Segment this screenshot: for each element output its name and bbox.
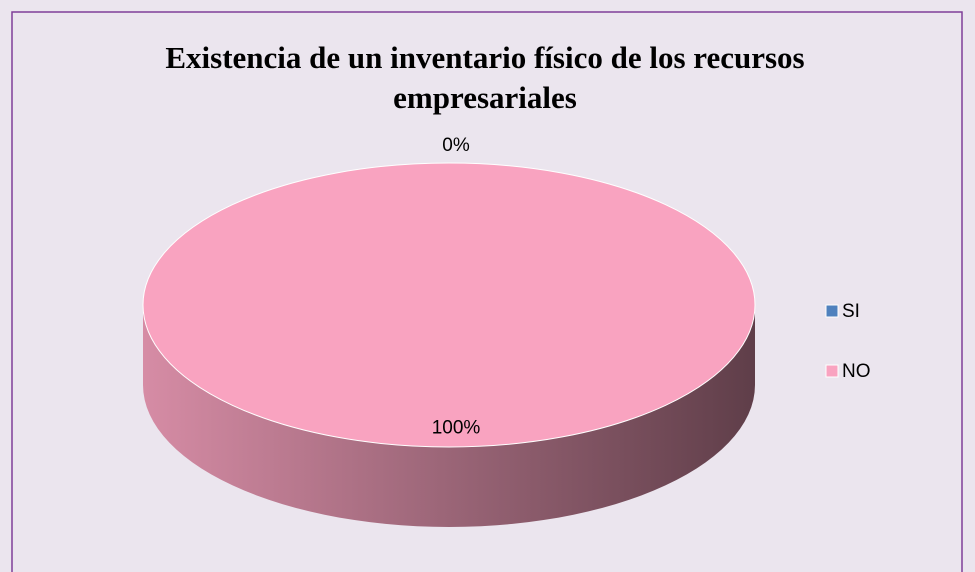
data-label: 0%: [442, 135, 470, 156]
legend-label: SI: [842, 301, 860, 322]
pie-slice: [142, 162, 756, 448]
data-label: 100%: [432, 418, 481, 439]
legend-label: NO: [842, 361, 871, 382]
chart-border: [11, 11, 963, 572]
legend-swatch: [825, 304, 839, 318]
chart-title: Existencia de un inventario físico de lo…: [165, 40, 805, 115]
pie-side: [143, 305, 755, 527]
legend-swatch: [825, 364, 839, 378]
